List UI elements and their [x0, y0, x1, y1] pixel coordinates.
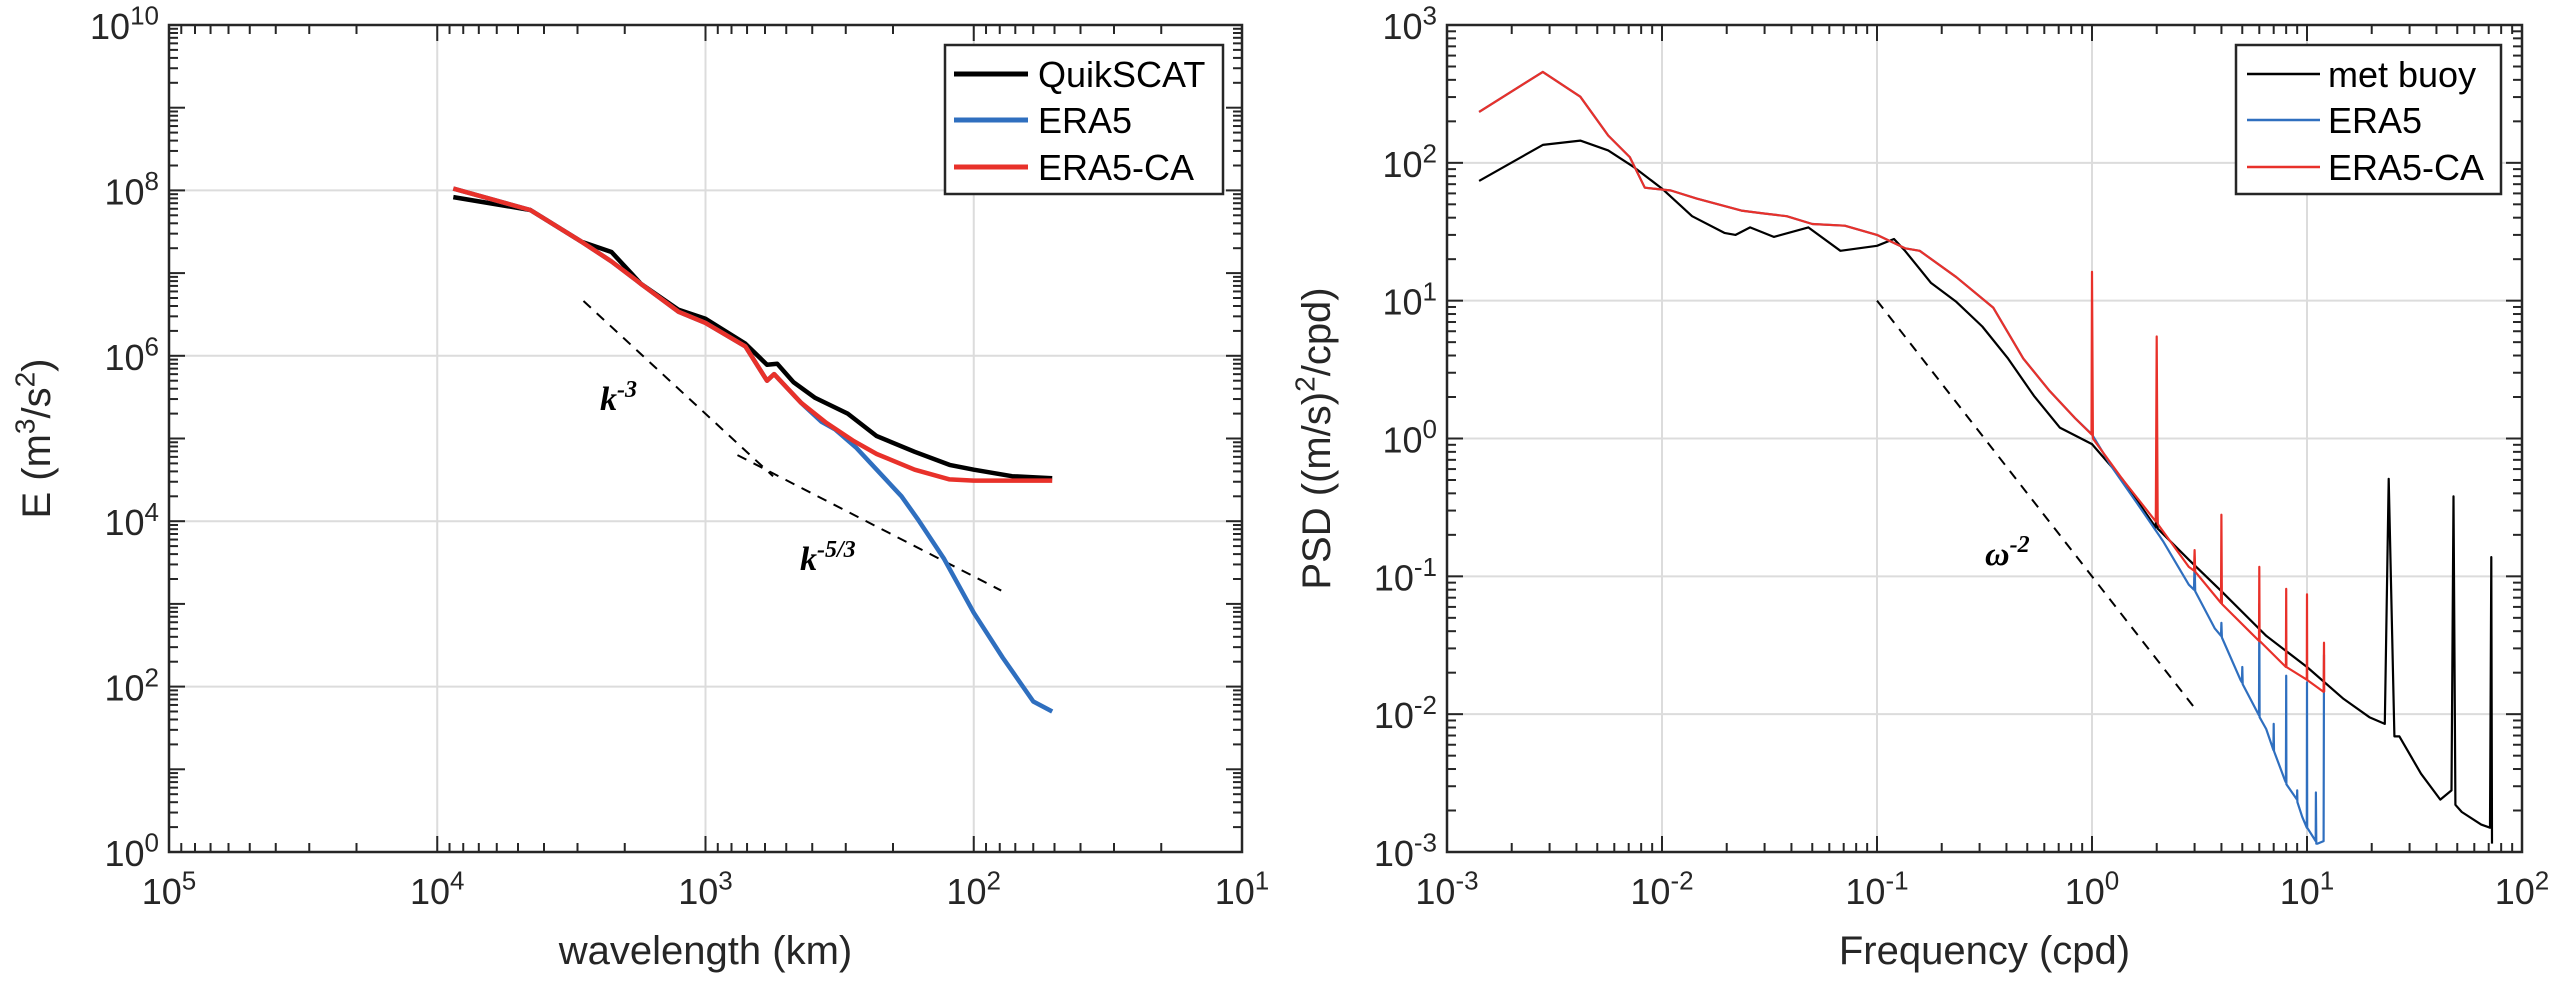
- y-tick-label: 100: [104, 828, 159, 874]
- axes-box: [167, 23, 1244, 854]
- reference-line: [582, 300, 774, 477]
- y-tick-label: 108: [104, 166, 159, 212]
- series-line-era5-ca: [452, 186, 1053, 483]
- x-tick-label: 102: [946, 866, 1001, 912]
- y-axis-label: E (m3/s2): [10, 358, 59, 518]
- x-tick-label: 101: [2280, 866, 2335, 912]
- y-tick-label: 10-2: [1374, 690, 1437, 736]
- y-tick-label: 10-3: [1374, 828, 1437, 874]
- x-axis-label: Frequency (cpd): [1839, 929, 2130, 973]
- legend-label: ERA5-CA: [2328, 147, 2484, 188]
- series-line-met-buoy: [1478, 139, 2494, 844]
- x-tick-label: 104: [410, 866, 465, 912]
- y-tick-label: 100: [1382, 414, 1437, 460]
- y-tick-label: 106: [104, 332, 159, 378]
- y-tick-label: 102: [104, 662, 159, 708]
- y-tick-label: 10-1: [1374, 552, 1437, 598]
- series-line-era5: [1478, 70, 2326, 845]
- series-line-era5: [452, 186, 1054, 714]
- y-tick-label: 101: [1382, 276, 1437, 322]
- legend-label: QuikSCAT: [1038, 54, 1205, 95]
- reference-line-label: k-5/3: [800, 537, 856, 578]
- x-tick-label: 102: [2495, 866, 2550, 912]
- plot-area: [1478, 70, 2494, 845]
- y-tick-label: 102: [1382, 139, 1437, 185]
- series-line-era5-ca: [1478, 70, 2326, 694]
- plot-area: [452, 186, 1054, 714]
- chart-psd-spectrum: 10-3 10-2 10-1 100 101 102 10-3 10-2 10-1 100 101 1…: [1290, 1, 2550, 973]
- reference-line: [1876, 300, 2196, 709]
- reference-line: [737, 454, 1002, 592]
- y-tick-label: 1010: [90, 1, 159, 47]
- legend-label: ERA5-CA: [1038, 147, 1194, 188]
- legend-label: ERA5: [2328, 100, 2422, 141]
- reference-line-label: ω-2: [1985, 532, 2030, 573]
- x-tick-label: 100: [2065, 866, 2120, 912]
- y-axis-label: PSD ((m/s)2/cpd): [1290, 287, 1339, 589]
- x-axis-label: wavelength (km): [558, 929, 852, 973]
- x-tick-label: 105: [142, 866, 197, 912]
- x-tick-label: 10-1: [1845, 866, 1908, 912]
- y-tick-label: 104: [104, 497, 159, 543]
- legend: QuikSCAT ERA5 ERA5-CA: [943, 43, 1225, 196]
- reference-line-label: k-3: [600, 377, 637, 418]
- legend: met buoy ERA5 ERA5-CA: [2234, 43, 2503, 196]
- x-tick-label: 10-2: [1630, 866, 1693, 912]
- x-tick-label: 10-3: [1415, 866, 1478, 912]
- x-tick-label: 103: [678, 866, 733, 912]
- legend-label: ERA5: [1038, 100, 1132, 141]
- chart-energy-spectrum: 105 104 103 102 101 100 102 104 106 108 1010 wavele…: [10, 1, 1270, 973]
- series-line-quikscat: [452, 194, 1053, 481]
- legend-label: met buoy: [2328, 54, 2476, 95]
- axes-box: [1445, 23, 2524, 854]
- y-tick-label: 103: [1382, 1, 1437, 47]
- x-tick-label: 101: [1215, 866, 1270, 912]
